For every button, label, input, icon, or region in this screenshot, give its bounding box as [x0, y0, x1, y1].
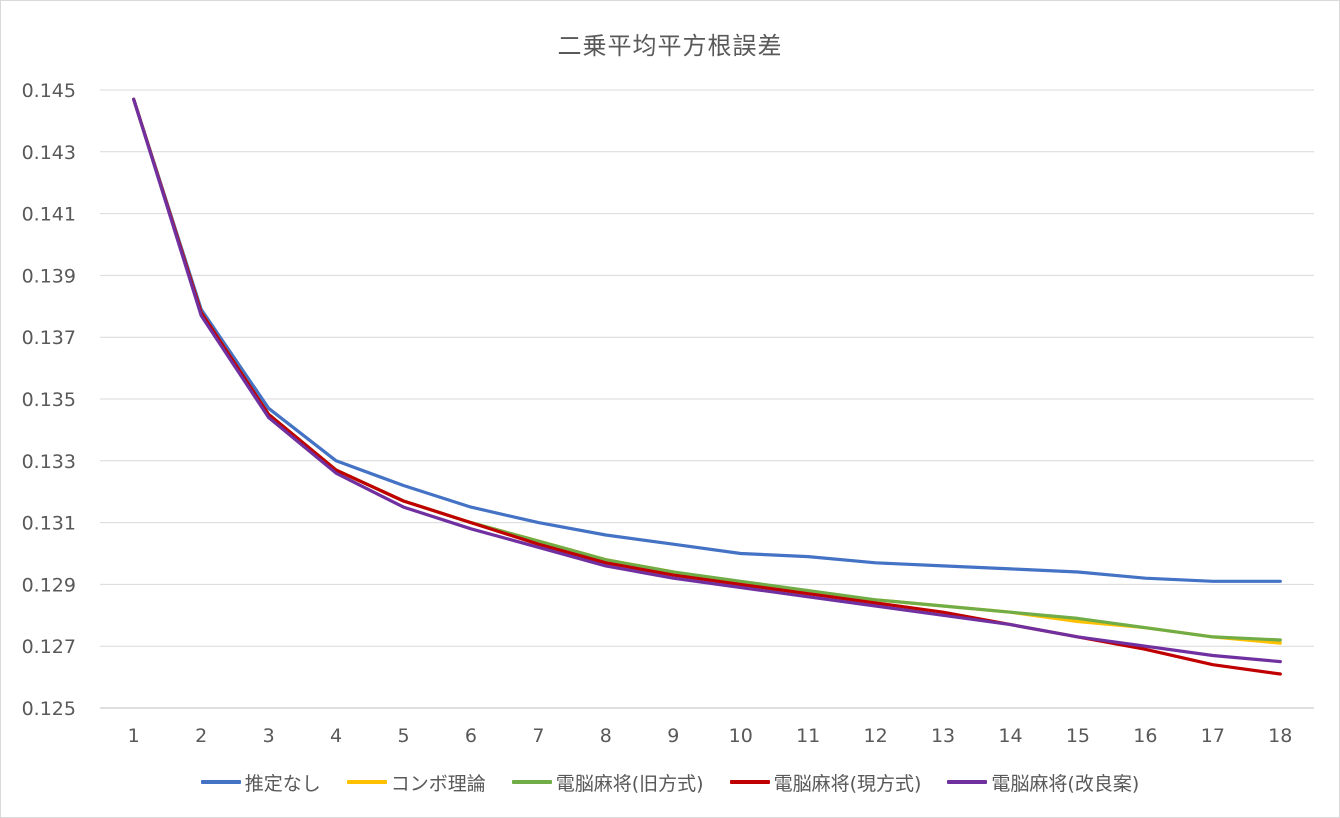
x-axis-ticks: 1 2 3 4 5 6 7 8 9 10 11 12 13 14 15 16 17 18 — [128, 725, 1293, 747]
y-tick-label: 0.135 — [22, 389, 76, 411]
x-tick-label: 4 — [330, 725, 342, 747]
legend-swatch — [947, 780, 988, 784]
x-tick-label: 14 — [998, 725, 1022, 747]
y-tick-label: 0.137 — [22, 327, 76, 349]
legend-item: 電脳麻将(現方式) — [729, 769, 922, 796]
gridlines — [100, 89, 1314, 709]
x-tick-label: 18 — [1268, 725, 1292, 747]
y-tick-label: 0.125 — [22, 698, 76, 720]
y-axis-ticks: 0.125 0.127 0.129 0.131 0.133 0.135 0.137 0.139… — [22, 80, 76, 720]
chart-title: 二乗平均平方根誤差 — [557, 32, 783, 60]
legend-swatch — [511, 780, 552, 784]
legend-label: 推定なし — [244, 772, 321, 795]
x-tick-label: 11 — [796, 725, 820, 747]
x-tick-label: 7 — [532, 725, 544, 747]
legend-swatch — [729, 780, 770, 784]
y-tick-label: 0.131 — [22, 513, 76, 535]
x-tick-label: 13 — [931, 725, 955, 747]
legend-label: 電脳麻将(現方式) — [773, 772, 922, 795]
legend-label: 電脳麻将(旧方式) — [555, 772, 704, 795]
series-lines — [132, 97, 1282, 676]
y-tick-label: 0.129 — [22, 574, 76, 596]
legend-label: コンボ理論 — [390, 772, 486, 795]
legend-item: 電脳麻将(改良案) — [947, 769, 1139, 796]
x-tick-label: 9 — [667, 725, 679, 747]
series-line-1 — [132, 97, 1282, 583]
x-tick-label: 6 — [465, 725, 477, 747]
x-tick-label: 16 — [1133, 725, 1157, 747]
x-tick-label: 10 — [729, 725, 753, 747]
x-tick-label: 5 — [397, 725, 409, 747]
x-tick-label: 2 — [195, 725, 207, 747]
y-tick-label: 0.139 — [22, 265, 76, 287]
x-tick-label: 15 — [1066, 725, 1090, 747]
series-line-5 — [132, 97, 1282, 664]
series-line-2 — [132, 97, 1282, 645]
x-tick-label: 3 — [263, 725, 275, 747]
legend-item: 推定なし — [200, 769, 321, 796]
y-tick-label: 0.127 — [22, 636, 76, 658]
series-line-4 — [132, 97, 1282, 676]
y-tick-label: 0.133 — [22, 451, 76, 473]
legend-swatch — [200, 780, 241, 784]
y-tick-label: 0.143 — [22, 142, 76, 164]
legend-item: 電脳麻将(旧方式) — [511, 769, 704, 796]
x-tick-label: 17 — [1201, 725, 1225, 747]
y-tick-label: 0.141 — [22, 204, 76, 226]
y-tick-label: 0.145 — [22, 80, 76, 102]
x-tick-label: 1 — [128, 725, 140, 747]
legend-item: コンボ理論 — [346, 769, 486, 796]
chart-legend: 推定なし コンボ理論 電脳麻将(旧方式) 電脳麻将(現方式) 電脳麻将(改良案) — [0, 768, 1340, 796]
legend-label: 電脳麻将(改良案) — [991, 772, 1140, 795]
series-line-3 — [132, 97, 1282, 642]
x-tick-label: 8 — [600, 725, 612, 747]
legend-swatch — [346, 780, 387, 784]
x-tick-label: 12 — [864, 725, 888, 747]
